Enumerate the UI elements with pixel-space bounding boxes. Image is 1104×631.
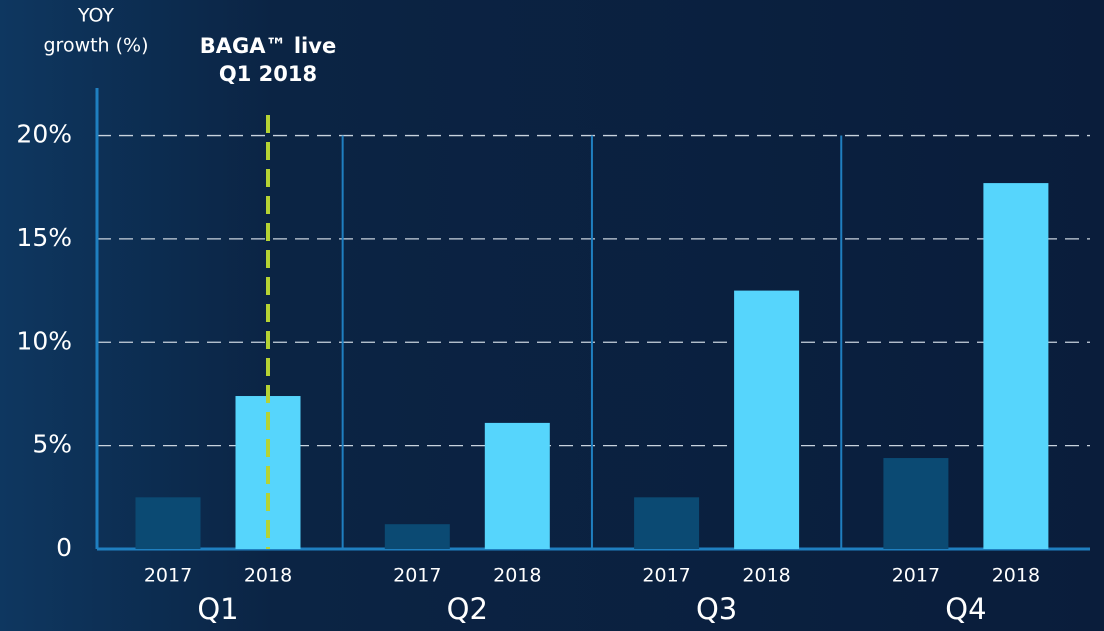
bar	[734, 290, 800, 549]
y-tick-label: 20%	[16, 120, 72, 149]
series-label: 2017	[892, 565, 940, 587]
series-label: 2017	[144, 565, 192, 587]
y-tick-label: 10%	[16, 326, 72, 355]
series-label: 2018	[244, 565, 292, 587]
series-label: 2017	[642, 565, 690, 587]
bar	[384, 524, 450, 549]
annotation: Q1 2018	[219, 62, 317, 86]
series-label: 2018	[992, 565, 1040, 587]
series-label: 2018	[742, 565, 790, 587]
y-tick-label: 15%	[16, 223, 72, 252]
bar	[135, 497, 201, 549]
series-label: 2017	[393, 565, 441, 587]
y-axis-label: YOY	[77, 5, 114, 27]
bar	[634, 497, 700, 549]
y-tick-label: 5%	[32, 430, 72, 459]
x-tick-label: Q2	[447, 592, 488, 626]
series-label: 2018	[493, 565, 541, 587]
annotation: BAGA™ live	[200, 34, 336, 58]
y-axis-label: growth (%)	[43, 35, 148, 57]
bar	[983, 183, 1049, 549]
x-tick-label: Q3	[696, 592, 737, 626]
bar	[883, 458, 949, 549]
bar	[484, 422, 550, 549]
x-tick-label: Q1	[197, 592, 238, 626]
x-tick-label: Q4	[945, 592, 986, 626]
y-tick-label: 0	[56, 533, 72, 562]
